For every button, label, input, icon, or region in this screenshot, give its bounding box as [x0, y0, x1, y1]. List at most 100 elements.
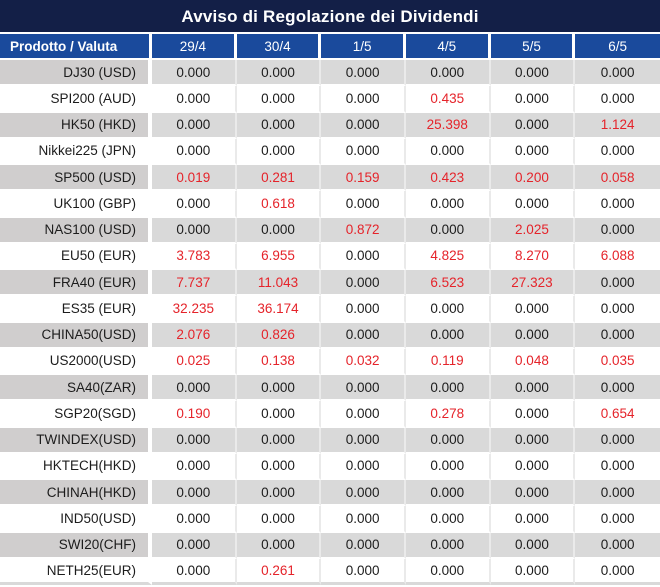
product-cell: ES35 (EUR) [0, 296, 152, 323]
value-cell: 0.000 [321, 375, 406, 402]
value-cell: 0.119 [405, 348, 491, 375]
value-cell: 0.618 [236, 191, 322, 218]
value-cell: 0.000 [321, 453, 406, 480]
value-cell: 0.000 [152, 427, 237, 454]
value-cell: 0.281 [236, 165, 322, 192]
product-cell: SA40(ZAR) [0, 375, 152, 402]
product-cell: SPI200 (AUD) [0, 86, 152, 113]
table-row: CHINA50(USD) 2.076 0.826 0.000 0.000 0.000 0.0… [0, 322, 660, 349]
value-cell: 27.323 [490, 270, 576, 297]
table-row: IND50(USD) 0.000 0.000 0.000 0.000 0.000 0.000 [0, 506, 660, 533]
value-cell: 0.000 [575, 453, 660, 480]
value-cell: 0.025 [152, 348, 237, 375]
value-cell: 0.035 [575, 348, 660, 375]
value-cell: 0.000 [405, 322, 491, 349]
value-cell: 0.000 [490, 401, 576, 428]
value-cell: 0.000 [321, 427, 406, 454]
value-cell: 0.200 [490, 165, 576, 192]
value-cell: 0.058 [575, 165, 660, 192]
value-cell: 0.000 [405, 60, 491, 87]
value-cell: 6.088 [575, 243, 660, 270]
value-cell: 0.000 [236, 453, 322, 480]
value-cell: 0.000 [405, 296, 491, 323]
value-cell: 0.000 [490, 453, 576, 480]
value-cell: 0.000 [321, 191, 406, 218]
value-cell: 0.000 [405, 138, 491, 165]
value-cell: 0.000 [236, 506, 322, 533]
product-cell: UK100 (GBP) [0, 191, 152, 218]
value-cell: 0.872 [321, 217, 406, 244]
value-cell: 0.000 [152, 480, 237, 507]
value-cell: 0.000 [490, 506, 576, 533]
value-cell: 6.523 [405, 270, 491, 297]
value-cell: 0.000 [490, 480, 576, 507]
value-cell: 0.048 [490, 348, 576, 375]
value-cell: 0.000 [405, 427, 491, 454]
value-cell: 0.190 [152, 401, 237, 428]
page-title: Avviso di Regolazione dei Dividendi [0, 0, 660, 34]
value-cell: 0.000 [490, 191, 576, 218]
table-row: DJ30 (USD) 0.000 0.000 0.000 0.000 0.000 0.000 [0, 60, 660, 87]
value-cell: 0.000 [321, 270, 406, 297]
value-cell: 0.000 [236, 532, 322, 559]
table-row: NAS100 (USD) 0.000 0.000 0.872 0.000 2.025 0.0… [0, 217, 660, 244]
table-row: HK50 (HKD) 0.000 0.000 0.000 25.398 0.000 1.12… [0, 112, 660, 139]
value-cell: 1.124 [575, 112, 660, 139]
table-row: HKTECH(HKD) 0.000 0.000 0.000 0.000 0.000 0.00… [0, 453, 660, 480]
product-cell: DJ30 (USD) [0, 60, 152, 87]
value-cell: 0.000 [575, 296, 660, 323]
table-row: SP500 (USD) 0.019 0.281 0.159 0.423 0.200 0.05… [0, 165, 660, 192]
column-header-date: 5/5 [490, 34, 576, 60]
value-cell: 0.000 [321, 86, 406, 113]
table-row: Nikkei225 (JPN) 0.000 0.000 0.000 0.000 0.000… [0, 138, 660, 165]
value-cell: 0.000 [152, 112, 237, 139]
value-cell: 0.000 [575, 217, 660, 244]
header-row: Prodotto / Valuta 29/4 30/4 1/5 4/5 5/5 6/5 [0, 34, 660, 60]
table-row: CHINAH(HKD) 0.000 0.000 0.000 0.000 0.000 0.00… [0, 480, 660, 507]
table-row: SA40(ZAR) 0.000 0.000 0.000 0.000 0.000 0.000 [0, 375, 660, 402]
value-cell: 0.000 [405, 558, 491, 585]
value-cell: 0.000 [490, 375, 576, 402]
column-header-date: 29/4 [152, 34, 237, 60]
value-cell: 0.000 [490, 138, 576, 165]
value-cell: 0.000 [575, 322, 660, 349]
value-cell: 0.000 [236, 138, 322, 165]
value-cell: 0.826 [236, 322, 322, 349]
table-row: FRA40 (EUR) 7.737 11.043 0.000 6.523 27.323 0.… [0, 270, 660, 297]
value-cell: 0.000 [152, 506, 237, 533]
table-row: EU50 (EUR) 3.783 6.955 0.000 4.825 8.270 6.088 [0, 243, 660, 270]
value-cell: 0.000 [321, 322, 406, 349]
value-cell: 2.076 [152, 322, 237, 349]
value-cell: 0.261 [236, 558, 322, 585]
value-cell: 0.000 [575, 375, 660, 402]
product-cell: SP500 (USD) [0, 165, 152, 192]
value-cell: 36.174 [236, 296, 322, 323]
value-cell: 0.000 [405, 375, 491, 402]
value-cell: 0.000 [575, 427, 660, 454]
value-cell: 0.000 [236, 427, 322, 454]
column-header-date: 30/4 [236, 34, 322, 60]
value-cell: 0.000 [321, 296, 406, 323]
value-cell: 4.825 [405, 243, 491, 270]
value-cell: 0.000 [236, 217, 322, 244]
value-cell: 0.000 [321, 243, 406, 270]
value-cell: 0.000 [321, 506, 406, 533]
value-cell: 0.000 [405, 217, 491, 244]
value-cell: 0.000 [575, 480, 660, 507]
value-cell: 32.235 [152, 296, 237, 323]
value-cell: 0.000 [575, 138, 660, 165]
value-cell: 0.000 [490, 322, 576, 349]
table-row: US2000(USD) 0.025 0.138 0.032 0.119 0.048 0.03… [0, 348, 660, 375]
value-cell: 6.955 [236, 243, 322, 270]
product-cell: TWINDEX(USD) [0, 427, 152, 454]
value-cell: 0.000 [152, 60, 237, 87]
value-cell: 0.435 [405, 86, 491, 113]
value-cell: 0.000 [321, 112, 406, 139]
value-cell: 0.000 [152, 138, 237, 165]
product-cell: NAS100 (USD) [0, 217, 152, 244]
value-cell: 0.000 [152, 217, 237, 244]
value-cell: 0.159 [321, 165, 406, 192]
product-cell: SWI20(CHF) [0, 532, 152, 559]
table-row: ES35 (EUR) 32.235 36.174 0.000 0.000 0.000 0.0… [0, 296, 660, 323]
